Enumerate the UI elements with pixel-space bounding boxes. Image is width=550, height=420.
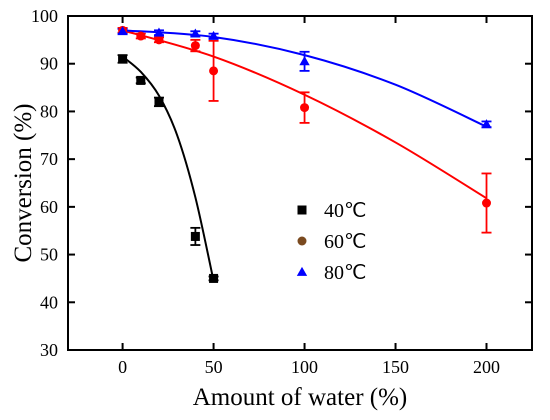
y-axis-ticks: 30 40 50 60 70 80 90 100 — [31, 6, 532, 360]
legend-item: 80℃ — [296, 262, 366, 284]
y-tick-label: 60 — [40, 197, 58, 217]
plot-frame — [67, 15, 533, 351]
data-point-series-2 — [136, 31, 146, 41]
data-point-series-1 — [209, 273, 219, 283]
data-point-series-2 — [300, 103, 310, 113]
data-point-series-1 — [136, 75, 146, 85]
data-point-series-2 — [482, 198, 492, 208]
legend-label: 80℃ — [324, 262, 366, 284]
legend-item: 60℃ — [297, 231, 366, 253]
fit-line-series-1 — [121, 55, 215, 282]
y-tick-label: 30 — [40, 340, 58, 360]
legend-marker — [296, 266, 308, 276]
data-point-series-2 — [190, 41, 200, 51]
data-point-series-1 — [118, 54, 128, 64]
y-tick-label: 40 — [40, 292, 58, 312]
x-tick-label: 50 — [205, 357, 223, 377]
legend-label: 60℃ — [324, 231, 366, 253]
data-point-series-1 — [154, 97, 164, 107]
data-point-series-3 — [208, 30, 219, 40]
y-tick-label: 100 — [31, 6, 58, 26]
data-point-series-3 — [153, 27, 165, 37]
data-point-series-3 — [190, 28, 201, 38]
y-tick-label: 80 — [40, 101, 58, 121]
data-point-series-3 — [299, 56, 310, 66]
legend: 40℃ 60℃ 80℃ — [296, 200, 366, 284]
x-tick-label: 150 — [382, 357, 409, 377]
data-point-series-2 — [154, 35, 164, 45]
data-point-series-1 — [190, 231, 200, 241]
legend-marker — [297, 205, 307, 215]
plot-area — [67, 15, 533, 351]
x-tick-label: 100 — [291, 357, 318, 377]
data-markers — [117, 25, 492, 283]
legend-item: 40℃ — [297, 200, 366, 222]
x-tick-label: 0 — [118, 357, 127, 377]
y-tick-label: 90 — [40, 54, 58, 74]
data-point-series-3 — [117, 26, 128, 36]
x-axis-label: Amount of water (%) — [193, 384, 408, 411]
legend-label: 40℃ — [324, 200, 366, 222]
data-point-series-3 — [481, 119, 492, 129]
y-tick-label: 50 — [40, 245, 58, 265]
x-tick-label: 200 — [473, 357, 500, 377]
data-point-series-2 — [209, 66, 219, 76]
x-axis-ticks: 0 50 100 150 200 — [118, 16, 500, 377]
y-tick-label: 70 — [40, 149, 58, 169]
y-axis-label: Conversion (%) — [10, 104, 37, 263]
legend-marker — [297, 236, 307, 246]
